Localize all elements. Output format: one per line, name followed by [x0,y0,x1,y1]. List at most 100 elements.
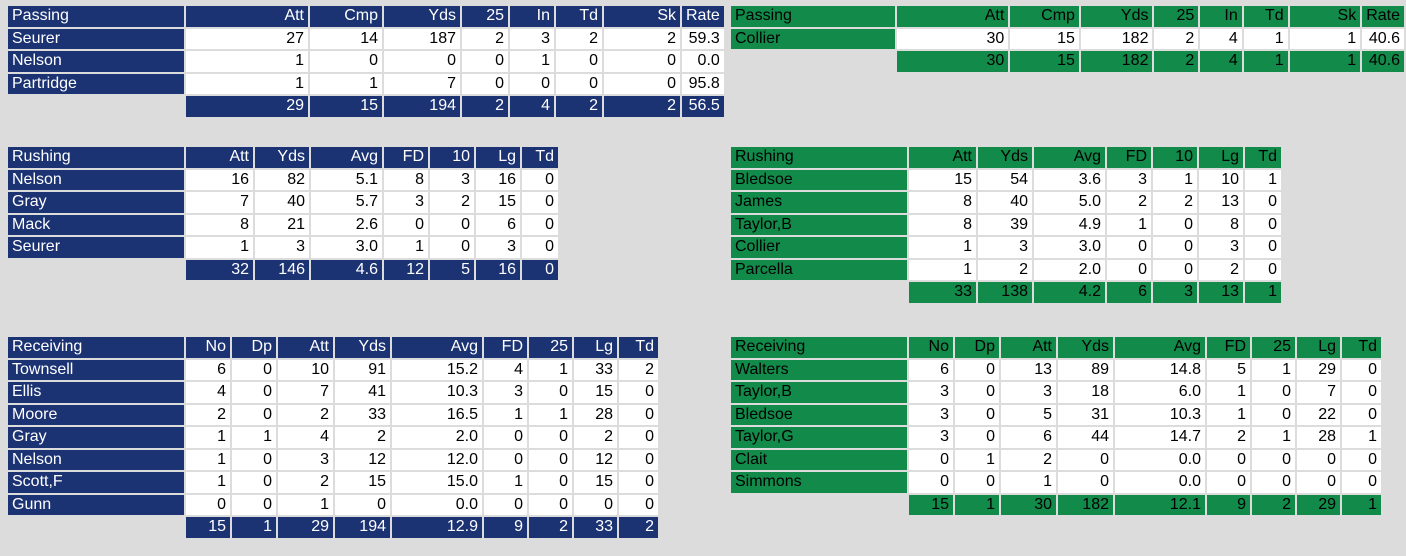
stat-value: 0 [529,427,572,448]
stat-value: 0 [574,494,617,515]
stat-value: 6 [186,359,230,380]
stat-value: 2 [335,427,390,448]
stat-value: 16.5 [392,404,482,425]
player-row: Partridge 1 1 7 0 0 0 0 95.8 [8,73,724,94]
stat-value: 0 [335,494,390,515]
stat-value: 5.1 [311,169,382,190]
stat-value: 0.0 [682,51,724,72]
total-value: 1 [1289,51,1361,72]
column-header: 10 [1153,147,1197,168]
stat-value: 0 [955,404,999,425]
stat-value: 29 [1297,359,1340,380]
player-row: Collier 30 15 182 2 4 1 1 40.6 [731,28,1404,49]
total-value: 1 [232,517,276,538]
stat-value: 0 [430,214,474,235]
column-header: Att [278,337,333,358]
stat-value: 3 [1199,237,1243,258]
stat-value: 0 [1245,214,1281,235]
column-header: 25 [1154,6,1199,27]
stat-value: 0 [1342,472,1381,493]
column-header: Yds [255,147,309,168]
stat-value: 3 [476,237,520,258]
stat-value: 13 [1001,359,1056,380]
stat-value: 2 [1153,192,1197,213]
column-header: Yds [1058,337,1113,358]
total-value: 4 [1200,51,1242,72]
total-value: 33 [909,282,976,303]
stat-value: 1 [1207,382,1250,403]
player-row: Nelson 16 82 5.1 8 3 16 0 [8,169,558,190]
stat-value: 1 [186,51,308,72]
stat-value: 0 [1058,472,1113,493]
player-name: Seurer [8,237,184,258]
player-name: Collier [731,237,907,258]
stat-value: 0 [232,472,276,493]
stat-value: 8 [186,214,253,235]
stat-value: 1 [186,472,230,493]
stat-value: 1 [278,494,333,515]
column-header: Cmp [1010,6,1079,27]
stat-value: 0.0 [392,494,482,515]
total-value: 194 [384,96,460,117]
stat-value: 3 [430,169,474,190]
stat-value: 2 [462,28,508,49]
column-header: Avg [392,337,482,358]
stat-value: 30 [896,28,1009,49]
stat-value: 0 [529,449,572,470]
header-row: Passing Att Cmp Yds 25 In Td Sk Rate [8,6,724,27]
stat-value: 0 [619,449,658,470]
column-header: Att [896,6,1009,27]
total-value: 194 [335,517,390,538]
stat-value: 2.0 [1034,259,1105,280]
stat-value: 1 [1252,359,1295,380]
column-header: Avg [311,147,382,168]
stat-value: 5 [1001,404,1056,425]
player-row: Collier 1 3 3.0 0 0 3 0 [731,237,1281,258]
stat-value: 28 [1297,427,1340,448]
total-value: 138 [978,282,1032,303]
stat-value: 0 [955,382,999,403]
total-value: 4.2 [1034,282,1105,303]
stat-value: 0 [529,472,572,493]
totals-row: 33 138 4.2 6 3 13 1 [731,282,1281,303]
stat-value: 1 [310,73,382,94]
stat-value: 2.6 [311,214,382,235]
stat-value: 0 [909,472,953,493]
column-header: Att [186,147,253,168]
stat-value: 4 [186,382,230,403]
header-row: Rushing Att Yds Avg FD 10 Lg Td [8,147,558,168]
total-value: 13 [1199,282,1243,303]
stat-value: 0 [384,51,460,72]
player-row: Taylor,G 3 0 6 44 14.7 2 1 28 1 [731,427,1381,448]
total-value: 5 [430,259,474,280]
stat-value: 33 [335,404,390,425]
player-name: James [731,192,907,213]
totals-row: 32 146 4.6 12 5 16 0 [8,259,558,280]
player-row: Seurer 1 3 3.0 1 0 3 0 [8,237,558,258]
stat-value: 0 [556,51,602,72]
stat-value: 0 [1245,259,1281,280]
stat-value: 40 [255,192,309,213]
player-name: Ellis [8,382,184,403]
player-row: Clait 0 1 2 0 0.0 0 0 0 0 [731,449,1381,470]
player-name: Scott,F [8,472,184,493]
stat-value: 4 [484,359,527,380]
stat-value: 0 [310,51,382,72]
total-value: 1 [1245,282,1281,303]
column-header: Sk [1289,6,1361,27]
stat-value: 2 [604,28,680,49]
total-value: 12.9 [392,517,482,538]
player-name: Gray [8,427,184,448]
player-name: Taylor,B [731,382,907,403]
stat-value: 3 [978,237,1032,258]
stat-value: 15 [476,192,520,213]
stat-value: 15 [574,472,617,493]
stat-value: 0 [186,494,230,515]
stat-value: 0 [462,51,508,72]
column-header: In [510,6,554,27]
player-name: Clait [731,449,907,470]
stat-value: 0 [1252,449,1295,470]
player-row: Nelson 1 0 0 0 1 0 0 0.0 [8,51,724,72]
total-value: 15 [909,494,953,515]
stat-value: 0.0 [1115,449,1205,470]
